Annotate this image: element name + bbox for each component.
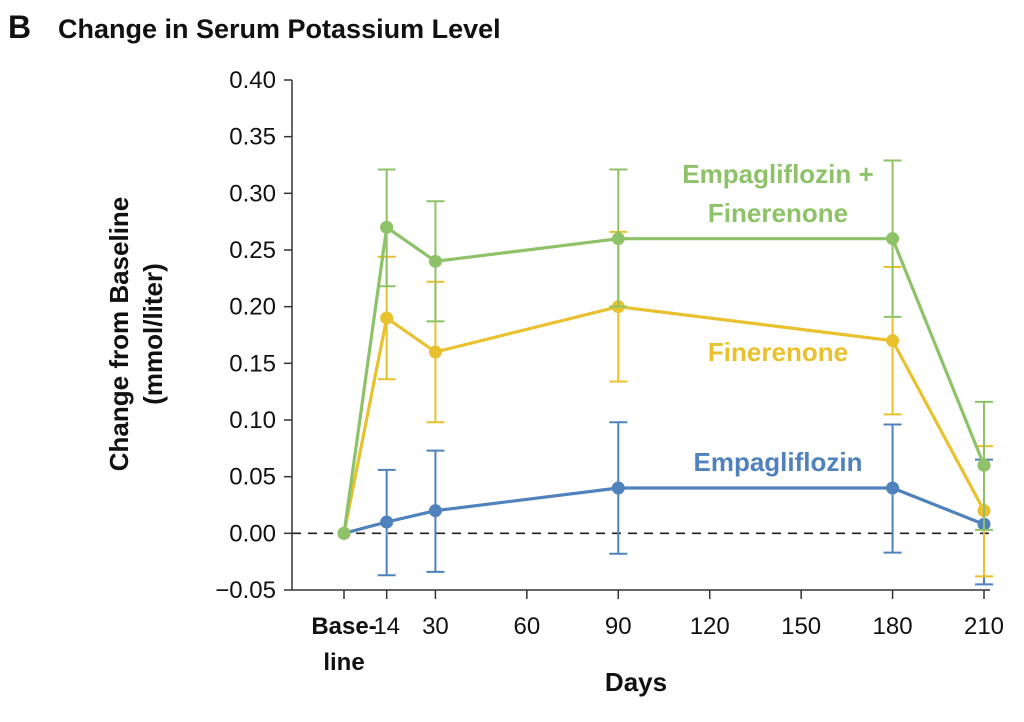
y-tick-label: 0.15 — [229, 350, 276, 377]
y-tick-label: 0.35 — [229, 124, 276, 151]
data-point-empagliflozin — [611, 481, 625, 495]
data-point-empa-fine — [886, 232, 900, 246]
x-tick-label: 14 — [373, 613, 400, 640]
x-tick-label: 60 — [514, 613, 541, 640]
series-empagliflozin — [337, 421, 993, 586]
chart-title: Change in Serum Potassium Level — [58, 14, 501, 44]
x-tick-label: 120 — [690, 613, 730, 640]
y-tick-label: −0.05 — [215, 577, 276, 604]
data-point-empa-fine — [380, 220, 394, 234]
x-tick-label: 210 — [964, 613, 1004, 640]
y-axis-label-line2: (mmol/liter) — [138, 263, 168, 405]
y-tick-label: 0.05 — [229, 464, 276, 491]
series-label-empagliflozin: Empagliflozin — [694, 447, 863, 477]
series-line-empagliflozin — [343, 486, 985, 535]
x-tick-baseline-line1: Base- — [311, 613, 376, 640]
series-layer — [337, 159, 993, 586]
x-tick-baseline-line2: line — [323, 649, 364, 676]
data-point-empa-fine — [611, 232, 625, 246]
data-point-empagliflozin — [886, 481, 900, 495]
series-label-finerenone: Finerenone — [708, 337, 848, 367]
series-label-empa-fine-line2: Finerenone — [708, 198, 848, 228]
series-empa-fine — [337, 159, 993, 540]
series-label-empa-fine-line1: Empagliflozin + — [682, 159, 873, 189]
axes: 0.40 0.35 0.30 0.25 0.20 0.15 0.10 0.05 0.00 −0.0… — [215, 67, 1004, 640]
series-line-finerenone — [342, 305, 986, 534]
y-tick-label: 0.30 — [229, 180, 276, 207]
x-tick-label: 150 — [781, 613, 821, 640]
series-line-empa-fine — [342, 225, 986, 534]
y-tick-label: 0.10 — [229, 407, 276, 434]
x-tick-label: 90 — [605, 613, 632, 640]
data-point-empa-fine — [977, 458, 991, 472]
y-axis-label-line1: Change from Baseline — [104, 197, 134, 472]
x-axis-label: Days — [605, 667, 667, 697]
data-point-finerenone — [886, 334, 900, 348]
y-tick-label: 0.00 — [229, 520, 276, 547]
y-tick-label: 0.40 — [229, 67, 276, 94]
data-point-empagliflozin — [380, 515, 394, 529]
data-point-empa-fine — [428, 254, 442, 268]
data-point-finerenone — [380, 311, 394, 325]
y-tick-label: 0.20 — [229, 294, 276, 321]
data-point-finerenone — [428, 345, 442, 359]
panel-letter: B — [8, 9, 31, 45]
y-axis-label: Change from Baseline (mmol/liter) — [104, 197, 168, 472]
data-point-empagliflozin — [428, 504, 442, 518]
y-tick-label: 0.25 — [229, 237, 276, 264]
x-tick-label: 30 — [422, 613, 449, 640]
x-tick-label: 180 — [873, 613, 913, 640]
data-point-empa-fine — [337, 526, 351, 540]
